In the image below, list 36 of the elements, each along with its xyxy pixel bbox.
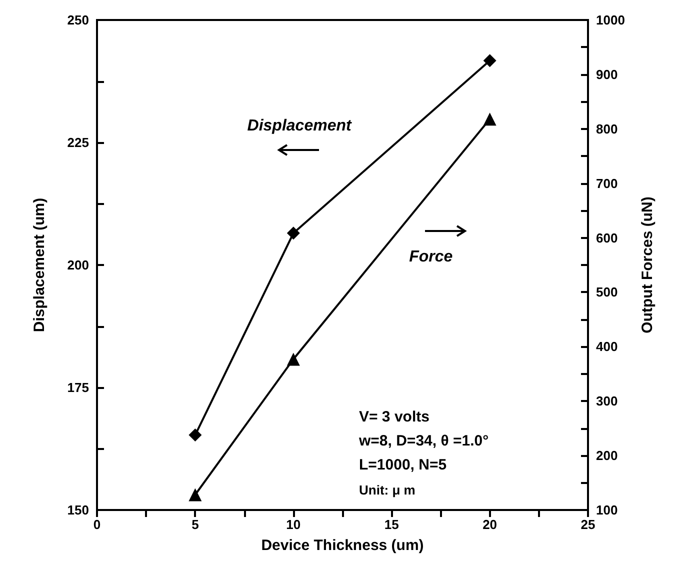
annotation: V= 3 volts: [359, 408, 430, 426]
y-tick-label: 225: [67, 135, 89, 150]
y2-axis-title: Output Forces (uN): [639, 196, 656, 334]
y2-tick-label: 100: [596, 502, 618, 518]
y2-tick-label: 1000: [596, 12, 625, 28]
y-tick-label: 175: [67, 380, 89, 395]
x-tick-label: 5: [192, 517, 199, 532]
x-tick-label: 25: [580, 517, 596, 532]
y2-tick-label: 200: [596, 448, 618, 464]
y2-tick-label: 600: [596, 230, 618, 246]
point: [188, 488, 202, 502]
y2-tick-label: 400: [596, 339, 618, 354]
x-tick-label: 0: [93, 517, 101, 532]
x-tick-label: 20: [482, 517, 498, 532]
x-tick-label: 10: [286, 517, 301, 532]
annotation: L=1000, N=5: [359, 456, 447, 474]
point: [483, 112, 496, 126]
annotation: Displacement: [247, 117, 352, 134]
y2-tick-label: 300: [596, 394, 618, 409]
point: [188, 428, 202, 442]
y-tick-label: 250: [67, 12, 89, 28]
x-axis-title: Device Thickness (um): [261, 537, 424, 554]
y2-tick-label: 900: [596, 66, 618, 82]
annotation: Force: [409, 248, 453, 266]
y-tick-label: 200: [67, 258, 89, 272]
annotation: Unit: μ m: [359, 482, 416, 498]
y2-tick-label: 500: [596, 284, 618, 300]
y-axis-title: Displacement (um): [31, 198, 48, 332]
annotation: w=8, D=34, θ =1.0°: [358, 432, 489, 450]
x-tick-label: 15: [384, 517, 399, 532]
y2-tick-label: 800: [596, 121, 618, 136]
point: [483, 54, 496, 68]
y-tick-label: 150: [67, 502, 89, 518]
point: [286, 226, 300, 240]
y2-tick-label: 700: [596, 176, 618, 191]
point: [286, 352, 300, 366]
